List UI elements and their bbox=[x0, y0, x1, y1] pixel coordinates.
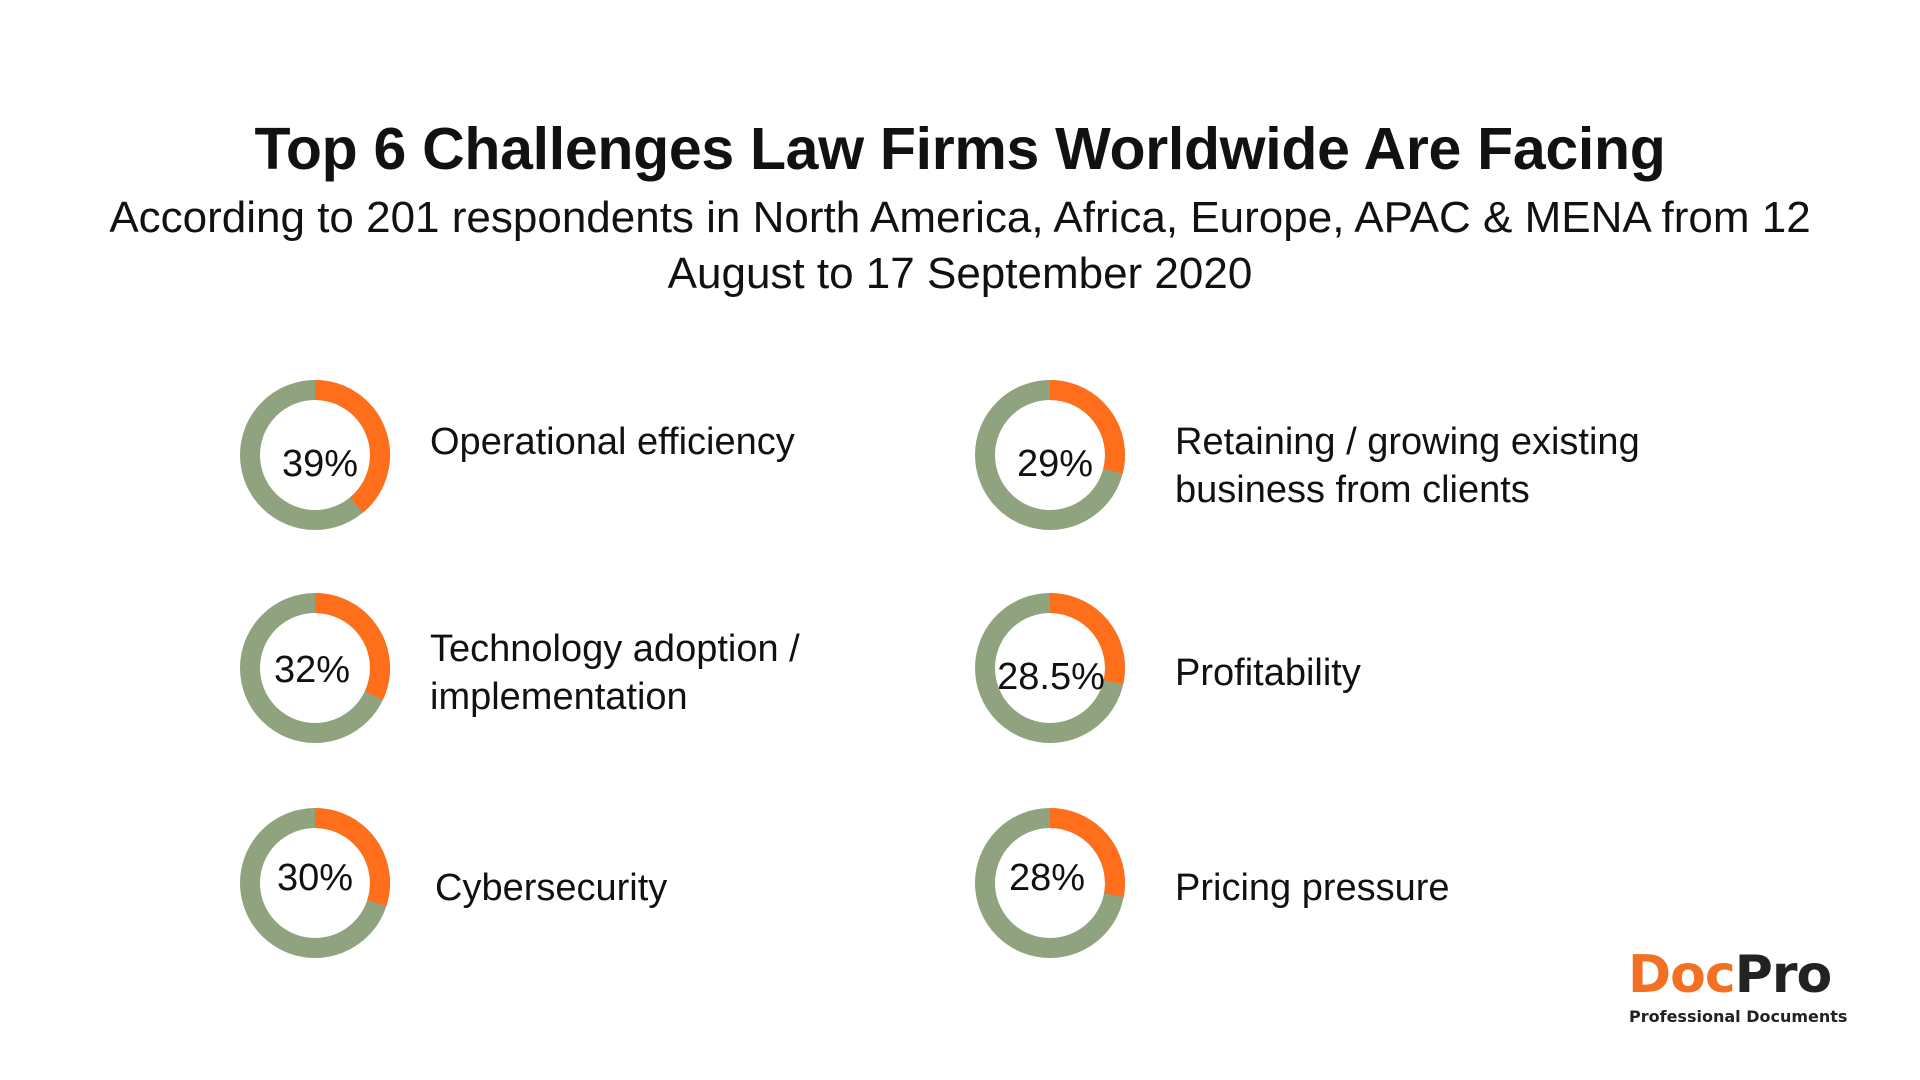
docpro-logo: DocPro Professional Documents bbox=[1620, 945, 1860, 1035]
donut-chart bbox=[240, 808, 390, 958]
chart-subtitle: According to 201 respondents in North Am… bbox=[109, 193, 1811, 298]
donut-value-arc bbox=[314, 380, 390, 513]
challenge-item-technology-adoption: 32% Technology adoption / implementation bbox=[240, 593, 1090, 753]
challenge-item-retaining-business: 29% Retaining / growing existing busines… bbox=[975, 380, 1825, 540]
donut-value-arc bbox=[1049, 593, 1125, 685]
donut-value-arc bbox=[1049, 808, 1125, 898]
challenge-label: Retaining / growing existing business fr… bbox=[1175, 418, 1640, 514]
percent-label: 28.5% bbox=[997, 656, 1105, 698]
challenge-label-line: Profitability bbox=[1175, 652, 1361, 694]
challenge-label-line: Operational efficiency bbox=[430, 421, 795, 463]
challenge-label-line-1: Retaining / growing existing bbox=[1175, 421, 1640, 463]
donut-chart bbox=[975, 808, 1125, 958]
logo-wordmark: DocPro bbox=[1628, 945, 1832, 1005]
challenge-item-profitability: 28.5% Profitability bbox=[975, 593, 1825, 753]
percent-label: 39% bbox=[281, 443, 359, 485]
challenge-label: Operational efficiency bbox=[430, 418, 795, 466]
logo-pro-text: Pro bbox=[1734, 945, 1832, 1005]
challenge-label-line: Cybersecurity bbox=[435, 867, 668, 909]
challenge-label: Pricing pressure bbox=[1175, 864, 1450, 912]
logo-tagline: Professional Documents bbox=[1629, 1007, 1848, 1026]
donut-value-arc bbox=[314, 808, 390, 907]
challenge-item-operational-efficiency: 39% Operational efficiency bbox=[240, 380, 1090, 540]
percent-label: 32% bbox=[273, 649, 351, 691]
challenge-label: Cybersecurity bbox=[435, 864, 667, 912]
challenge-label-line-2: implementation bbox=[430, 676, 688, 718]
chart-title: Top 6 Challenges Law Firms Worldwide Are… bbox=[254, 116, 1666, 182]
donut-value-arc bbox=[1049, 380, 1125, 474]
challenge-label-line-1: Technology adoption / bbox=[430, 628, 800, 670]
donut-value-arc bbox=[314, 593, 390, 700]
donut-chart bbox=[240, 593, 390, 743]
challenge-label-line-2: business from clients bbox=[1175, 469, 1530, 511]
donut-chart bbox=[975, 380, 1125, 530]
challenge-label: Technology adoption / implementation bbox=[430, 625, 800, 721]
percent-label: 29% bbox=[1016, 443, 1094, 485]
donut-chart bbox=[975, 593, 1125, 743]
challenge-label-line: Pricing pressure bbox=[1175, 867, 1450, 909]
challenge-item-cybersecurity: 30% Cybersecurity bbox=[240, 808, 1090, 968]
percent-label: 30% bbox=[276, 857, 354, 899]
challenge-item-pricing-pressure: 28% Pricing pressure bbox=[975, 808, 1825, 968]
donut-chart bbox=[240, 380, 390, 530]
challenge-label: Profitability bbox=[1175, 649, 1361, 697]
logo-doc-text: Doc bbox=[1628, 945, 1736, 1005]
percent-label: 28% bbox=[1008, 857, 1086, 899]
